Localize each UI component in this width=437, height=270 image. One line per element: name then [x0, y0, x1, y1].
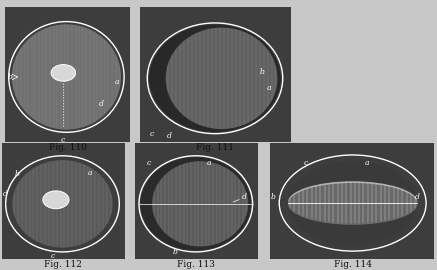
Ellipse shape	[141, 157, 251, 251]
Ellipse shape	[149, 25, 281, 132]
Text: d: d	[3, 190, 8, 198]
Text: b: b	[271, 193, 276, 201]
Text: c: c	[146, 159, 151, 167]
Text: b: b	[7, 73, 12, 81]
Ellipse shape	[51, 65, 76, 81]
Bar	[270, 143, 434, 259]
Text: d: d	[167, 132, 172, 140]
Ellipse shape	[166, 28, 277, 129]
Text: Fig. 114: Fig. 114	[334, 259, 371, 269]
Text: a: a	[267, 84, 271, 92]
Text: a: a	[365, 159, 369, 167]
Text: a: a	[87, 169, 92, 177]
Text: Fig. 111: Fig. 111	[196, 143, 234, 152]
Bar	[135, 143, 258, 259]
Text: c: c	[304, 159, 308, 167]
Text: c: c	[60, 136, 65, 144]
Text: Fig. 110: Fig. 110	[49, 143, 87, 152]
Text: d: d	[415, 193, 420, 201]
Text: a: a	[115, 78, 119, 86]
Text: b: b	[172, 248, 177, 256]
Ellipse shape	[288, 161, 417, 245]
Ellipse shape	[12, 160, 113, 248]
Bar	[5, 7, 130, 142]
Ellipse shape	[152, 161, 248, 247]
Bar	[2, 143, 125, 259]
Text: Fig. 113: Fig. 113	[177, 259, 215, 269]
Ellipse shape	[12, 24, 121, 130]
Text: a: a	[207, 159, 211, 167]
Ellipse shape	[288, 181, 417, 223]
Ellipse shape	[43, 191, 69, 209]
Text: c: c	[150, 130, 154, 139]
Text: b: b	[15, 170, 20, 178]
Text: b: b	[260, 68, 265, 76]
Text: d: d	[241, 193, 246, 201]
Bar	[140, 7, 291, 142]
Text: Fig. 112: Fig. 112	[44, 259, 81, 269]
Text: c: c	[50, 252, 55, 260]
Ellipse shape	[288, 183, 417, 225]
Text: d: d	[99, 100, 104, 109]
